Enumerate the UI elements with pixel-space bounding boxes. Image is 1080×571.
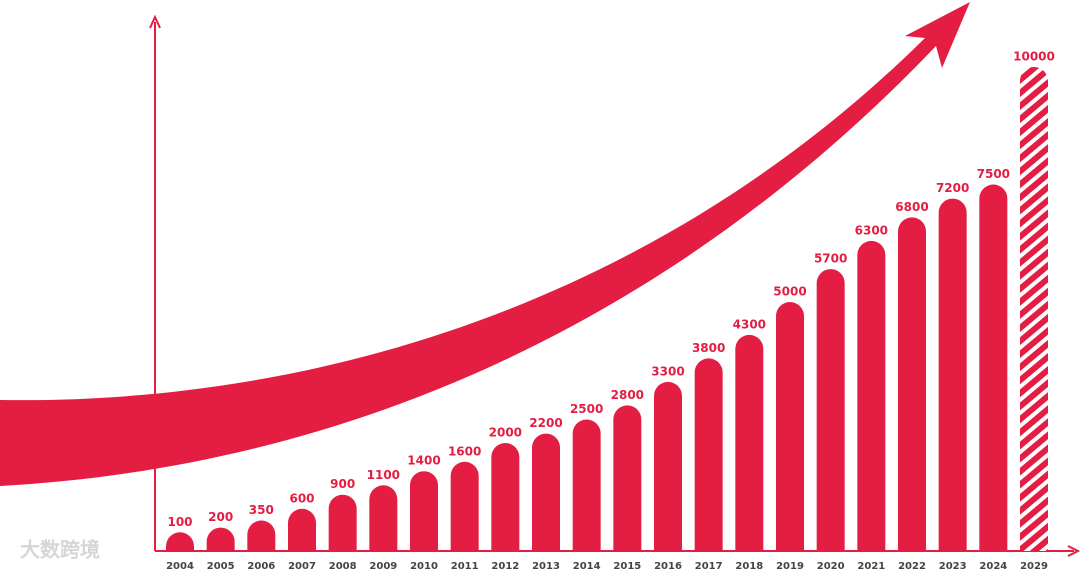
x-tick-label: 2004 xyxy=(166,561,194,571)
x-tick-label: 2015 xyxy=(613,561,641,571)
x-tick-label: 2019 xyxy=(776,561,804,571)
x-tick-label: 2029 xyxy=(1020,561,1048,571)
bar xyxy=(572,419,601,551)
bar xyxy=(532,433,560,551)
value-label: 200 xyxy=(208,510,233,524)
x-tick-label: 2007 xyxy=(288,561,316,571)
x-tick-label: 2012 xyxy=(491,561,519,571)
value-label: 2200 xyxy=(529,416,562,430)
bar xyxy=(410,471,438,551)
bar xyxy=(776,302,804,551)
bar xyxy=(247,520,276,551)
bar xyxy=(898,217,926,551)
x-tick-label: 2023 xyxy=(939,561,967,571)
bar xyxy=(816,269,845,551)
bar xyxy=(491,443,520,551)
value-label: 4300 xyxy=(733,317,766,331)
value-label: 10000 xyxy=(1013,50,1055,64)
bar xyxy=(938,198,967,551)
bar xyxy=(654,381,682,551)
bar xyxy=(450,461,479,551)
bar xyxy=(328,494,357,551)
value-label: 3800 xyxy=(692,341,725,355)
x-tick-label: 2020 xyxy=(817,561,845,571)
x-tick-label: 2018 xyxy=(735,561,763,571)
bar xyxy=(857,240,886,551)
value-label: 5700 xyxy=(814,252,847,266)
value-label: 6300 xyxy=(855,223,888,237)
value-label: 1100 xyxy=(367,468,400,482)
bar xyxy=(369,485,398,551)
bar xyxy=(979,184,1008,551)
value-label: 7200 xyxy=(936,181,969,195)
x-tick-label: 2005 xyxy=(207,561,235,571)
value-label: 2800 xyxy=(611,388,644,402)
value-label: 600 xyxy=(289,491,314,505)
x-tick-label: 2021 xyxy=(857,561,885,571)
bar xyxy=(288,508,316,551)
x-tick-label: 2009 xyxy=(369,561,397,571)
x-tick-label: 2010 xyxy=(410,561,438,571)
value-label: 6800 xyxy=(895,200,928,214)
value-label: 1600 xyxy=(448,444,481,458)
bar xyxy=(166,532,194,551)
value-label: 900 xyxy=(330,477,355,491)
trend-arrow xyxy=(0,2,970,486)
bar xyxy=(694,358,723,551)
value-label: 1400 xyxy=(407,454,440,468)
watermark: 大数跨境 xyxy=(20,538,100,562)
value-label: 100 xyxy=(167,515,192,529)
x-tick-label: 2014 xyxy=(573,561,601,571)
bars: 100 2004 200 2005 350 2006 600 2007 900 2008 1100 2… xyxy=(166,50,1055,571)
x-tick-label: 2013 xyxy=(532,561,560,571)
value-label: 350 xyxy=(249,503,274,517)
x-axis-arrow xyxy=(1067,545,1080,557)
x-tick-label: 2017 xyxy=(695,561,723,571)
x-tick-label: 2024 xyxy=(979,561,1007,571)
x-tick-label: 2008 xyxy=(329,561,357,571)
bar xyxy=(206,527,235,551)
value-label: 3300 xyxy=(651,364,684,378)
value-label: 5000 xyxy=(773,285,806,299)
bar xyxy=(1020,67,1048,551)
value-label: 2500 xyxy=(570,402,603,416)
value-label: 7500 xyxy=(977,167,1010,181)
y-axis-arrow xyxy=(149,14,161,29)
x-tick-label: 2016 xyxy=(654,561,682,571)
value-label: 2000 xyxy=(489,426,522,440)
x-tick-label: 2022 xyxy=(898,561,926,571)
x-tick-label: 2011 xyxy=(451,561,479,571)
bar xyxy=(613,405,642,551)
bar xyxy=(735,334,764,551)
x-tick-label: 2006 xyxy=(247,561,275,571)
